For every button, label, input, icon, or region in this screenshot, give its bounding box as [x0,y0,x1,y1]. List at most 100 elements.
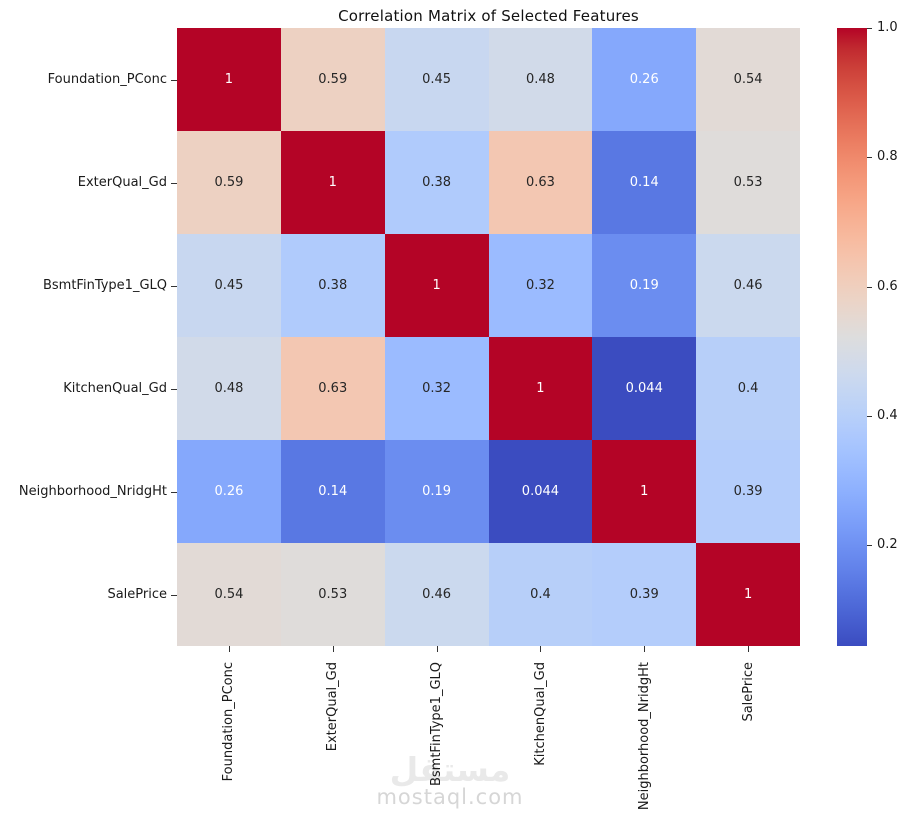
heatmap-cell: 0.26 [177,440,281,543]
heatmap-cell: 0.46 [384,543,489,646]
heatmap-grid: 1 0.59 0.45 0.48 0.26 0.54 0.59 1 0.38 0.63 0.14 0.… [177,28,800,646]
watermark-logo: مستقل [389,750,511,789]
heatmap-cell: 0.4 [488,543,593,646]
cell-value: 1 [224,72,234,87]
x-tick-mark [748,646,750,652]
colorbar-tick-label: 0.8 [877,149,898,165]
cell-value: 1 [743,587,753,602]
cell-value: 1 [536,381,545,396]
cell-value: 0.59 [318,72,348,87]
heatmap-cell: 0.14 [280,440,385,543]
heatmap-cell: 0.044 [488,440,593,543]
heatmap-cell: 1 [488,337,593,440]
heatmap-cell: 0.38 [280,234,385,337]
cell-value: 0.54 [733,72,763,87]
cell-value: 0.38 [318,278,348,293]
heatmap-cell: 0.26 [592,28,697,131]
cell-value: 0.14 [318,484,348,499]
cell-value: 0.63 [318,381,348,396]
heatmap-cell: 0.59 [177,131,281,234]
x-tick-mark [228,646,230,652]
cell-value: 0.45 [214,278,244,293]
heatmap-cell: 0.19 [592,234,697,337]
y-axis-labels: Foundation_PConc ExterQual_Gd BsmtFinType1… [0,0,167,700]
cell-value: 0.39 [733,484,763,499]
colorbar-tick-mark [867,545,872,547]
cell-value: 0.19 [422,484,452,499]
heatmap-cell: 1 [177,28,281,131]
heatmap-cell: 0.54 [696,28,800,131]
heatmap-cell: 0.63 [488,131,593,234]
x-tick-label: Neighborhood_NridgHt [636,662,652,811]
x-tick-label: ExterQual_Gd [325,662,341,752]
watermark-site-url: mostaql.com [376,785,524,809]
heatmap-cell: 0.53 [280,543,385,646]
cell-value: 0.59 [214,175,244,190]
y-tick-label: Foundation_PConc [47,71,167,87]
cell-value: 1 [432,278,441,293]
colorbar-tick-mark [867,286,872,288]
x-tick-mark [540,646,542,652]
cell-value: 0.26 [629,72,659,87]
cell-value: 0.53 [733,175,763,190]
cell-value: 0.26 [214,484,244,499]
chart-title: Correlation Matrix of Selected Features [338,7,639,25]
cell-value: 0.63 [525,175,555,190]
heatmap-cell: 0.45 [384,28,489,131]
colorbar-tick-mark [867,157,872,159]
cell-value: 0.53 [318,587,348,602]
x-tick-label: Foundation_PConc [221,662,237,782]
heatmap-cell: 0.59 [280,28,385,131]
heatmap-cell: 0.38 [384,131,489,234]
heatmap-cell: 0.32 [384,337,489,440]
x-tick-label: KitchenQual_Gd [532,662,548,766]
colorbar-tick-label: 0.2 [877,537,898,553]
cell-value: 0.4 [530,587,551,602]
heatmap-cell: 0.14 [592,131,697,234]
heatmap-cell: 0.48 [488,28,593,131]
watermark: مستقل mostaql.com [330,750,570,809]
y-tick-label: SalePrice [107,586,167,602]
heatmap-cell: 1 [384,234,489,337]
colorbar-tick-label: 1.0 [877,20,898,35]
y-tick-label: Neighborhood_NridgHt [18,483,167,499]
colorbar [837,28,867,646]
cell-value: 0.54 [214,587,244,602]
cell-value: 0.32 [422,381,452,396]
x-tick-mark [436,646,438,652]
heatmap-cell: 0.48 [177,337,281,440]
cell-value: 0.044 [625,381,663,396]
y-tick-label: KitchenQual_Gd [63,380,167,396]
heatmap-cell: 0.54 [177,543,281,646]
heatmap-cell: 0.044 [592,337,697,440]
cell-value: 0.14 [629,175,659,190]
heatmap-cell: 1 [280,131,385,234]
heatmap-cell: 0.4 [696,337,800,440]
x-tick-mark [332,646,334,652]
colorbar-tick-label: 0.4 [877,407,898,423]
colorbar-tick-mark [867,28,872,29]
heatmap-cell: 0.63 [280,337,385,440]
cell-value: 0.45 [422,72,452,87]
heatmap-cell: 1 [696,543,800,646]
heatmap-cell: 0.39 [696,440,800,543]
cell-value: 0.48 [214,381,244,396]
heatmap-cell: 0.53 [696,131,800,234]
cell-value: 0.39 [629,587,659,602]
x-tick-mark [644,646,646,652]
cell-value: 1 [640,484,649,499]
cell-value: 0.044 [521,484,560,499]
cell-value: 1 [328,175,337,190]
heatmap-cell: 0.39 [592,543,697,646]
y-tick-label: BsmtFinType1_GLQ [42,277,167,293]
heatmap-cell: 0.32 [488,234,593,337]
colorbar-tick-label: 0.6 [877,278,898,294]
heatmap-cell: 0.45 [177,234,281,337]
heatmap-cell: 1 [592,440,697,543]
cell-value: 0.38 [422,175,452,190]
cell-value: 0.46 [733,278,763,293]
heatmap-cell: 0.46 [696,234,800,337]
cell-value: 0.48 [525,72,555,87]
y-tick-label: ExterQual_Gd [77,174,167,190]
